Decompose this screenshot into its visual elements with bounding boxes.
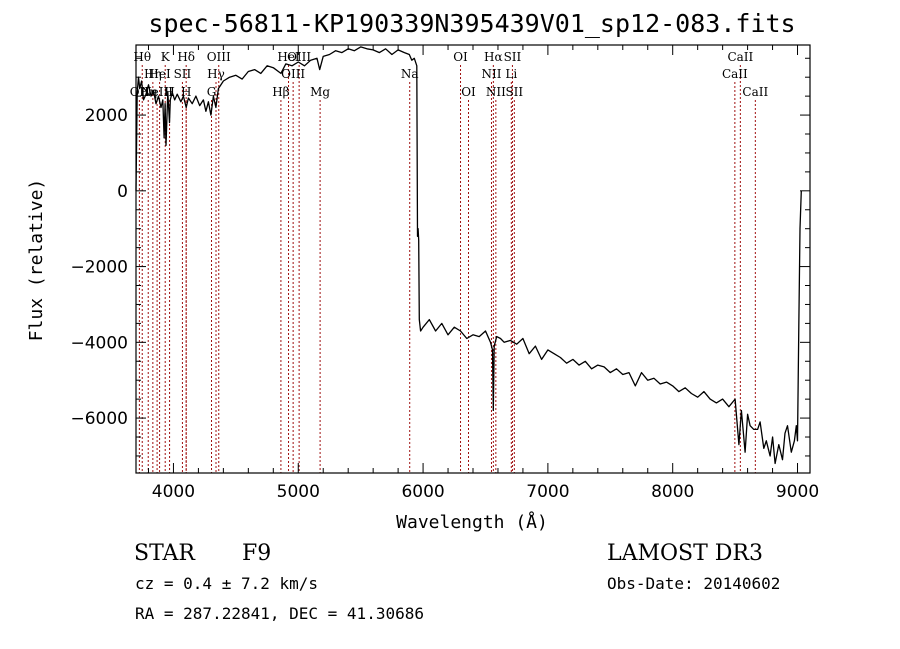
line-label-13: OIII <box>207 50 231 64</box>
line-label-17: OIII <box>287 50 311 64</box>
line-label-28: CaII <box>722 67 748 81</box>
spectral-subclass: F9 <box>242 541 271 566</box>
chart-title: spec-56811-KP190339N395439V01_sp12-083.f… <box>148 9 795 38</box>
line-label-8: SII <box>174 67 192 81</box>
line-label-26: SII <box>504 50 522 64</box>
x-axis-label: Wavelength (Å) <box>396 511 548 533</box>
line-label-27: SII <box>505 85 523 99</box>
line-label-30: CaII <box>742 85 768 99</box>
line-label-18: Mg <box>310 85 330 99</box>
y-tick-label--6000: −6000 <box>70 409 128 429</box>
line-label-21: OI <box>461 85 476 99</box>
line-label-25: Li <box>505 67 517 81</box>
line-label-2: Hη <box>139 85 157 99</box>
line-label-6: K <box>161 50 171 64</box>
x-tick-label-6000: 6000 <box>401 482 444 502</box>
x-tick-label-7000: 7000 <box>526 482 569 502</box>
x-tick-label-8000: 8000 <box>651 482 694 502</box>
line-label-22: NII <box>481 67 501 81</box>
line-label-20: OI <box>453 50 468 64</box>
y-tick-label-0: 0 <box>117 182 128 202</box>
line-label-29: CaII <box>727 50 753 64</box>
y-tick-label--4000: −4000 <box>70 333 128 353</box>
spectrum-line <box>135 46 802 465</box>
y-axis-ticks: 2000 0 −2000 −4000 −6000 <box>70 57 810 457</box>
x-tick-label-9000: 9000 <box>776 482 819 502</box>
line-label-12: Hγ <box>207 67 225 81</box>
x-tick-label-4000: 4000 <box>152 482 195 502</box>
line-label-1: Hθ <box>133 50 151 64</box>
line-label-7: H <box>164 85 174 99</box>
y-tick-label--2000: −2000 <box>70 258 128 278</box>
line-label-24: NII <box>486 85 506 99</box>
line-label-23: Hα <box>484 50 503 64</box>
x-tick-label-5000: 5000 <box>277 482 320 502</box>
spectral-line-markers <box>138 65 756 473</box>
line-label-9: Hδ <box>177 50 195 64</box>
line-label-11: G <box>207 85 217 99</box>
y-tick-label-2000: 2000 <box>85 106 128 126</box>
plot-frame <box>135 44 811 474</box>
line-label-16: OIII <box>281 67 305 81</box>
line-label-10: H <box>181 85 191 99</box>
line-label-19: Na <box>401 67 419 81</box>
object-class: STAR <box>134 541 196 566</box>
y-axis-label: Flux (relative) <box>26 179 47 342</box>
line-label-0: OII <box>130 85 150 99</box>
x-axis-ticks: 4000 5000 6000 7000 8000 9000 <box>147 45 819 502</box>
survey-name: LAMOST DR3 <box>607 541 763 566</box>
line-label-3: Hη <box>144 67 162 81</box>
redshift-velocity: cz = 0.4 ± 7.2 km/s <box>135 574 318 593</box>
observation-date: Obs-Date: 20140602 <box>607 574 780 593</box>
line-label-5: HeI <box>148 67 171 81</box>
line-label-15: HeI <box>277 50 300 64</box>
coordinates: RA = 287.22841, DEC = 41.30686 <box>135 604 424 623</box>
line-label-14: Hβ <box>272 85 289 99</box>
